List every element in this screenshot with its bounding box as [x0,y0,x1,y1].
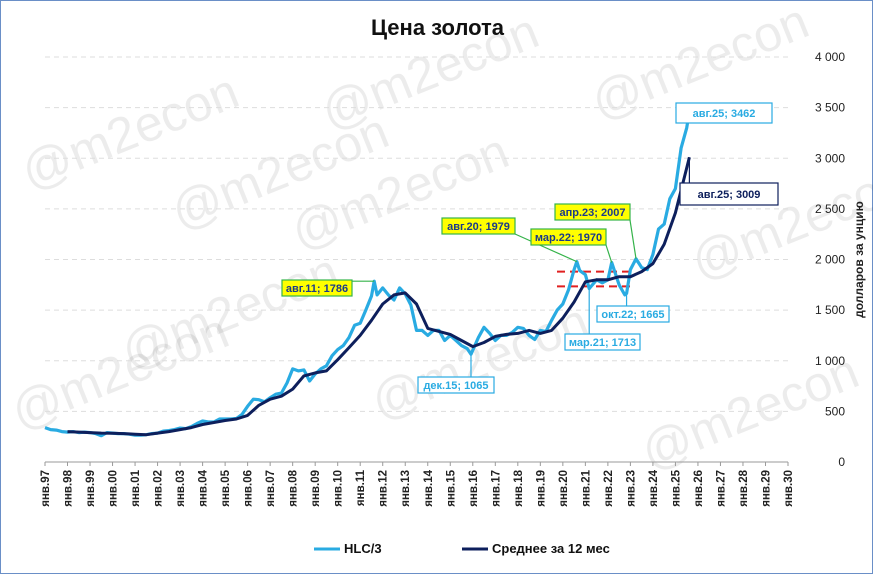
annotation-leader [605,244,613,263]
x-tick-label: янв.02 [153,470,165,507]
x-tick-label: янв.08 [288,469,300,506]
x-tick-label: янв.00 [108,470,120,507]
x-tick-label: янв.10 [333,470,345,507]
annotation: авг.11; 1786 [281,279,375,297]
legend-label: HLC/3 [344,541,382,556]
x-tick-label: янв.15 [445,469,457,506]
x-tick-label: янв.09 [310,470,322,507]
x-tick-label: янв.17 [490,470,502,507]
watermark-text: @m2econ [313,3,546,141]
annotation-box [417,376,495,394]
annotation-box [679,182,779,206]
x-tick-label: янв.11 [355,469,367,506]
y-tick-label: 0 [838,455,845,469]
x-tick-label: янв.04 [198,469,210,506]
x-tick-label: янв.13 [400,470,412,507]
y-tick-label: 1 500 [815,303,845,317]
annotation: дек.15; 1065 [417,354,495,394]
x-tick-label: янв.21 [580,469,592,506]
legend-label: Среднее за 12 мес [492,541,610,556]
annotation-label: апр.23; 2007 [560,207,626,219]
x-tick-label: янв.06 [243,470,255,507]
watermark-text: @m2econ [683,153,873,291]
x-tick-label: янв.97 [40,470,52,507]
annotation: авг.25; 3462 [675,102,773,124]
watermark-text: @m2econ [363,293,596,431]
x-tick-label: янв.28 [738,469,750,506]
annotation: авг.20; 1979 [441,217,578,263]
x-tick-label: янв.26 [693,470,705,507]
annotation-box [281,279,353,297]
annotation-box [564,333,641,351]
annotation-box [441,217,516,235]
annotation-box [554,203,631,221]
y-tick-label: 3 500 [815,101,845,115]
annotation-box [675,102,773,124]
annotation: мар.22; 1970 [530,228,613,263]
x-tick-label: янв.05 [220,469,232,506]
x-tick-label: янв.98 [63,469,75,506]
legend: HLC/3 Среднее за 12 мес [314,541,610,556]
x-tick-label: янв.16 [468,470,480,507]
annotation-label: мар.22; 1970 [535,232,602,244]
x-tick-label: янв.30 [783,470,795,507]
x-tick-label: янв.22 [603,470,615,507]
x-tick-label: янв.03 [175,470,187,507]
annotation-label: авг.25; 3009 [698,189,761,201]
annotation-label: авг.25; 3462 [693,108,756,120]
annotation: мар.21; 1713 [564,288,641,351]
x-tick-label: янв.20 [558,470,570,507]
x-tick-label: янв.99 [85,470,97,507]
x-tick-label: янв.12 [378,470,390,507]
x-tick-label: янв.27 [715,470,727,507]
watermark-text: @m2econ [3,303,236,441]
y-tick-label: 3 000 [815,151,845,165]
y-axis-label: долларов за унцию [852,201,866,318]
annotation-label: мар.21; 1713 [569,337,636,349]
x-tick-label: янв.18 [513,469,525,506]
x-tick-label: янв.25 [670,469,682,506]
y-tick-label: 2 000 [815,253,845,267]
y-tick-label: 2 500 [815,202,845,216]
y-tick-label: 500 [825,404,845,418]
annotation-leader [629,219,637,259]
annotation-label: дек.15; 1065 [423,380,488,392]
annotation: апр.23; 2007 [554,203,637,259]
annotation: окт.22; 1665 [596,293,670,323]
x-tick-label: янв.23 [625,470,637,507]
chart-title: Цена золота [370,15,505,40]
x-tick-label: янв.01 [130,469,142,506]
annotation-label: окт.22; 1665 [601,309,664,321]
watermark-layer: @m2econ@m2econ@m2econ @m2econ@m2econ@m2ec… [3,0,873,480]
series-line-avg12 [67,156,691,437]
x-tick-label: янв.07 [265,470,277,507]
annotation-label: авг.20; 1979 [447,221,510,233]
x-tick-label: янв.29 [760,470,772,507]
annotation-leader [514,233,578,263]
x-tick-label: янв.24 [648,469,660,506]
x-tick-label: янв.14 [423,469,435,506]
y-tick-label: 4 000 [815,50,845,64]
annotation: авг.25; 3009 [679,157,779,206]
annotation-label: авг.11; 1786 [286,283,348,295]
annotation-box [596,305,670,323]
y-tick-label: 1 000 [815,354,845,368]
annotation-box [530,228,607,246]
x-tick-label: янв.19 [535,470,547,507]
